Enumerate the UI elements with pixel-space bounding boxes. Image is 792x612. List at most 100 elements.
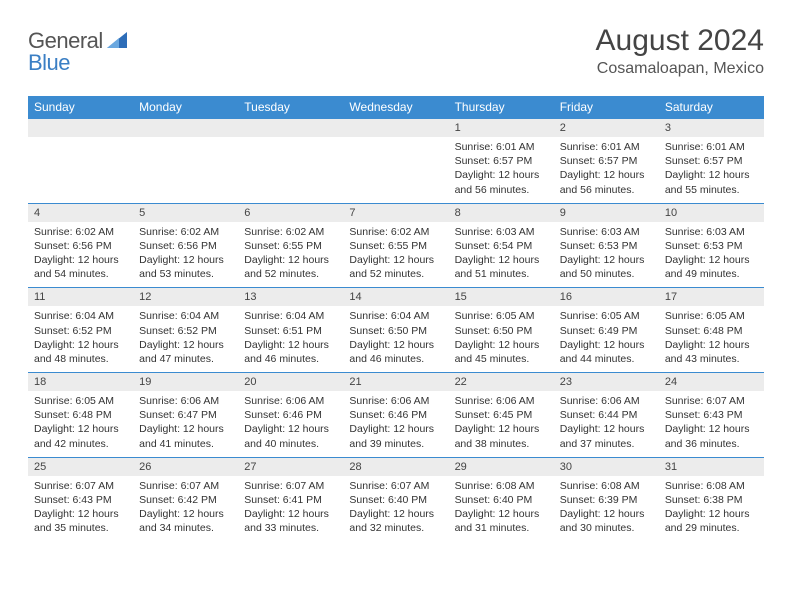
day-cell: 13Sunrise: 6:04 AMSunset: 6:51 PMDayligh… bbox=[238, 288, 343, 373]
day-details: Sunrise: 6:07 AMSunset: 6:40 PMDaylight:… bbox=[343, 476, 448, 542]
day-cell bbox=[238, 119, 343, 204]
day-cell: 19Sunrise: 6:06 AMSunset: 6:47 PMDayligh… bbox=[133, 373, 238, 458]
day-number: 4 bbox=[28, 204, 133, 222]
day-cell: 26Sunrise: 6:07 AMSunset: 6:42 PMDayligh… bbox=[133, 457, 238, 541]
day-number: 30 bbox=[554, 458, 659, 476]
day-details: Sunrise: 6:06 AMSunset: 6:46 PMDaylight:… bbox=[238, 391, 343, 457]
day-cell: 23Sunrise: 6:06 AMSunset: 6:44 PMDayligh… bbox=[554, 373, 659, 458]
calendar-page: General August 2024 Cosamaloapan, Mexico… bbox=[0, 0, 792, 541]
day-cell: 15Sunrise: 6:05 AMSunset: 6:50 PMDayligh… bbox=[449, 288, 554, 373]
day-number: 18 bbox=[28, 373, 133, 391]
week-row: 1Sunrise: 6:01 AMSunset: 6:57 PMDaylight… bbox=[28, 119, 764, 204]
day-cell: 30Sunrise: 6:08 AMSunset: 6:39 PMDayligh… bbox=[554, 457, 659, 541]
week-row: 25Sunrise: 6:07 AMSunset: 6:43 PMDayligh… bbox=[28, 457, 764, 541]
day-cell: 25Sunrise: 6:07 AMSunset: 6:43 PMDayligh… bbox=[28, 457, 133, 541]
day-details: Sunrise: 6:05 AMSunset: 6:48 PMDaylight:… bbox=[28, 391, 133, 457]
day-details: Sunrise: 6:02 AMSunset: 6:56 PMDaylight:… bbox=[28, 222, 133, 288]
day-cell: 21Sunrise: 6:06 AMSunset: 6:46 PMDayligh… bbox=[343, 373, 448, 458]
day-number: 22 bbox=[449, 373, 554, 391]
day-cell: 18Sunrise: 6:05 AMSunset: 6:48 PMDayligh… bbox=[28, 373, 133, 458]
day-header-mon: Monday bbox=[133, 96, 238, 119]
day-cell: 6Sunrise: 6:02 AMSunset: 6:55 PMDaylight… bbox=[238, 203, 343, 288]
day-number: 23 bbox=[554, 373, 659, 391]
day-header-sat: Saturday bbox=[659, 96, 764, 119]
day-number: 25 bbox=[28, 458, 133, 476]
day-number: 3 bbox=[659, 119, 764, 137]
day-number: 19 bbox=[133, 373, 238, 391]
day-details: Sunrise: 6:04 AMSunset: 6:52 PMDaylight:… bbox=[133, 306, 238, 372]
day-number bbox=[343, 119, 448, 137]
day-number: 12 bbox=[133, 288, 238, 306]
day-cell bbox=[133, 119, 238, 204]
day-details: Sunrise: 6:05 AMSunset: 6:48 PMDaylight:… bbox=[659, 306, 764, 372]
day-cell: 20Sunrise: 6:06 AMSunset: 6:46 PMDayligh… bbox=[238, 373, 343, 458]
day-cell: 16Sunrise: 6:05 AMSunset: 6:49 PMDayligh… bbox=[554, 288, 659, 373]
day-cell: 1Sunrise: 6:01 AMSunset: 6:57 PMDaylight… bbox=[449, 119, 554, 204]
day-cell: 29Sunrise: 6:08 AMSunset: 6:40 PMDayligh… bbox=[449, 457, 554, 541]
day-number: 8 bbox=[449, 204, 554, 222]
day-number: 28 bbox=[343, 458, 448, 476]
day-cell: 10Sunrise: 6:03 AMSunset: 6:53 PMDayligh… bbox=[659, 203, 764, 288]
day-details: Sunrise: 6:01 AMSunset: 6:57 PMDaylight:… bbox=[659, 137, 764, 203]
calendar-table: Sunday Monday Tuesday Wednesday Thursday… bbox=[28, 96, 764, 541]
day-details: Sunrise: 6:07 AMSunset: 6:41 PMDaylight:… bbox=[238, 476, 343, 542]
day-number: 29 bbox=[449, 458, 554, 476]
day-cell: 5Sunrise: 6:02 AMSunset: 6:56 PMDaylight… bbox=[133, 203, 238, 288]
day-number: 16 bbox=[554, 288, 659, 306]
day-cell: 12Sunrise: 6:04 AMSunset: 6:52 PMDayligh… bbox=[133, 288, 238, 373]
location: Cosamaloapan, Mexico bbox=[596, 60, 764, 78]
day-cell: 2Sunrise: 6:01 AMSunset: 6:57 PMDaylight… bbox=[554, 119, 659, 204]
day-number: 5 bbox=[133, 204, 238, 222]
day-details bbox=[133, 137, 238, 185]
week-row: 4Sunrise: 6:02 AMSunset: 6:56 PMDaylight… bbox=[28, 203, 764, 288]
day-number: 24 bbox=[659, 373, 764, 391]
day-number: 13 bbox=[238, 288, 343, 306]
day-number: 11 bbox=[28, 288, 133, 306]
day-details: Sunrise: 6:08 AMSunset: 6:40 PMDaylight:… bbox=[449, 476, 554, 542]
day-details: Sunrise: 6:05 AMSunset: 6:50 PMDaylight:… bbox=[449, 306, 554, 372]
day-number: 31 bbox=[659, 458, 764, 476]
day-header-tue: Tuesday bbox=[238, 96, 343, 119]
day-cell bbox=[28, 119, 133, 204]
day-details bbox=[28, 137, 133, 185]
day-details: Sunrise: 6:03 AMSunset: 6:54 PMDaylight:… bbox=[449, 222, 554, 288]
day-details: Sunrise: 6:06 AMSunset: 6:44 PMDaylight:… bbox=[554, 391, 659, 457]
day-header-row: Sunday Monday Tuesday Wednesday Thursday… bbox=[28, 96, 764, 119]
title-block: August 2024 Cosamaloapan, Mexico bbox=[596, 24, 764, 78]
day-number: 15 bbox=[449, 288, 554, 306]
day-cell: 14Sunrise: 6:04 AMSunset: 6:50 PMDayligh… bbox=[343, 288, 448, 373]
day-number bbox=[133, 119, 238, 137]
day-cell: 8Sunrise: 6:03 AMSunset: 6:54 PMDaylight… bbox=[449, 203, 554, 288]
day-details bbox=[343, 137, 448, 185]
week-row: 11Sunrise: 6:04 AMSunset: 6:52 PMDayligh… bbox=[28, 288, 764, 373]
day-details: Sunrise: 6:02 AMSunset: 6:56 PMDaylight:… bbox=[133, 222, 238, 288]
day-number: 9 bbox=[554, 204, 659, 222]
day-number: 20 bbox=[238, 373, 343, 391]
day-details: Sunrise: 6:08 AMSunset: 6:39 PMDaylight:… bbox=[554, 476, 659, 542]
day-number: 21 bbox=[343, 373, 448, 391]
day-details: Sunrise: 6:01 AMSunset: 6:57 PMDaylight:… bbox=[449, 137, 554, 203]
day-details: Sunrise: 6:01 AMSunset: 6:57 PMDaylight:… bbox=[554, 137, 659, 203]
day-details: Sunrise: 6:06 AMSunset: 6:47 PMDaylight:… bbox=[133, 391, 238, 457]
month-title: August 2024 bbox=[596, 24, 764, 58]
day-details: Sunrise: 6:06 AMSunset: 6:46 PMDaylight:… bbox=[343, 391, 448, 457]
day-details: Sunrise: 6:05 AMSunset: 6:49 PMDaylight:… bbox=[554, 306, 659, 372]
logo-triangle-icon bbox=[107, 32, 127, 53]
day-details: Sunrise: 6:03 AMSunset: 6:53 PMDaylight:… bbox=[659, 222, 764, 288]
day-number bbox=[238, 119, 343, 137]
day-details: Sunrise: 6:04 AMSunset: 6:50 PMDaylight:… bbox=[343, 306, 448, 372]
day-number: 1 bbox=[449, 119, 554, 137]
day-details: Sunrise: 6:03 AMSunset: 6:53 PMDaylight:… bbox=[554, 222, 659, 288]
day-number: 10 bbox=[659, 204, 764, 222]
logo-sub: Blue bbox=[28, 50, 70, 76]
calendar-body: 1Sunrise: 6:01 AMSunset: 6:57 PMDaylight… bbox=[28, 119, 764, 542]
day-details: Sunrise: 6:06 AMSunset: 6:45 PMDaylight:… bbox=[449, 391, 554, 457]
day-cell: 17Sunrise: 6:05 AMSunset: 6:48 PMDayligh… bbox=[659, 288, 764, 373]
day-number: 14 bbox=[343, 288, 448, 306]
day-number: 26 bbox=[133, 458, 238, 476]
week-row: 18Sunrise: 6:05 AMSunset: 6:48 PMDayligh… bbox=[28, 373, 764, 458]
day-cell: 27Sunrise: 6:07 AMSunset: 6:41 PMDayligh… bbox=[238, 457, 343, 541]
day-details: Sunrise: 6:02 AMSunset: 6:55 PMDaylight:… bbox=[238, 222, 343, 288]
day-cell: 31Sunrise: 6:08 AMSunset: 6:38 PMDayligh… bbox=[659, 457, 764, 541]
day-details: Sunrise: 6:08 AMSunset: 6:38 PMDaylight:… bbox=[659, 476, 764, 542]
